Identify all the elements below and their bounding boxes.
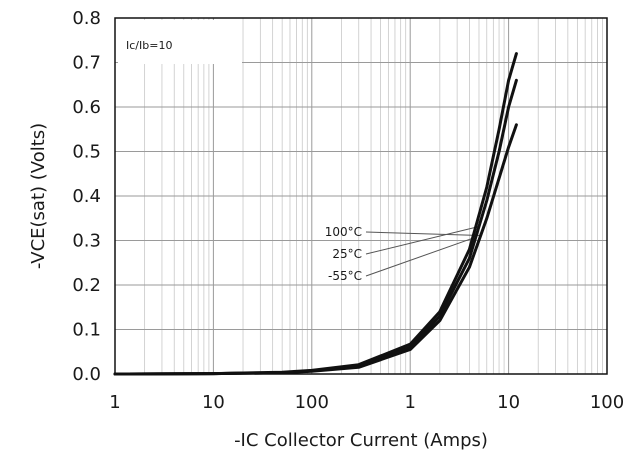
- series-annotation-label: 100°C: [325, 225, 362, 239]
- annotation-leaders: [365, 225, 481, 277]
- x-tick-labels: 1 10 100 1 10 100: [109, 392, 624, 413]
- annotation-leader-line: [365, 231, 481, 237]
- series-line: [113, 52, 518, 376]
- x-tick-label: 10: [202, 392, 225, 413]
- series-annotation-label: 25°C: [332, 247, 362, 261]
- plot-frame: [114, 17, 608, 375]
- x-tick-label: 100: [295, 392, 329, 413]
- x-tick-label: 10: [497, 392, 520, 413]
- y-tick-label: 0.2: [72, 275, 101, 296]
- series-annotation-label: -55°C: [328, 269, 362, 283]
- y-tick-label: 0.3: [72, 231, 101, 252]
- condition-note-box: [118, 20, 242, 64]
- y-tick-label: 0.7: [72, 53, 101, 74]
- annotation-labels: 100°C 25°C -55°C: [325, 225, 362, 283]
- annotation-leader-line: [365, 237, 473, 277]
- series-curves: [113, 52, 518, 376]
- x-tick-label: 1: [404, 392, 415, 413]
- y-tick-label: 0.4: [72, 186, 101, 207]
- x-tick-label: 100: [590, 392, 624, 413]
- annotation-leader-line: [365, 225, 480, 255]
- condition-note: Ic/Ib=10: [126, 39, 172, 52]
- y-axis-title: -VCE(sat) (Volts): [28, 123, 49, 269]
- y-tick-label: 0.0: [72, 364, 101, 385]
- y-tick-labels: 0.0 0.1 0.2 0.3 0.4 0.5 0.6 0.7 0.8: [72, 8, 101, 385]
- y-tick-label: 0.8: [72, 8, 101, 29]
- x-tick-label: 1: [109, 392, 120, 413]
- y-tick-label: 0.6: [72, 97, 101, 118]
- x-axis-title: -IC Collector Current (Amps): [234, 430, 488, 451]
- y-tick-label: 0.5: [72, 142, 101, 163]
- y-tick-label: 0.1: [72, 320, 101, 341]
